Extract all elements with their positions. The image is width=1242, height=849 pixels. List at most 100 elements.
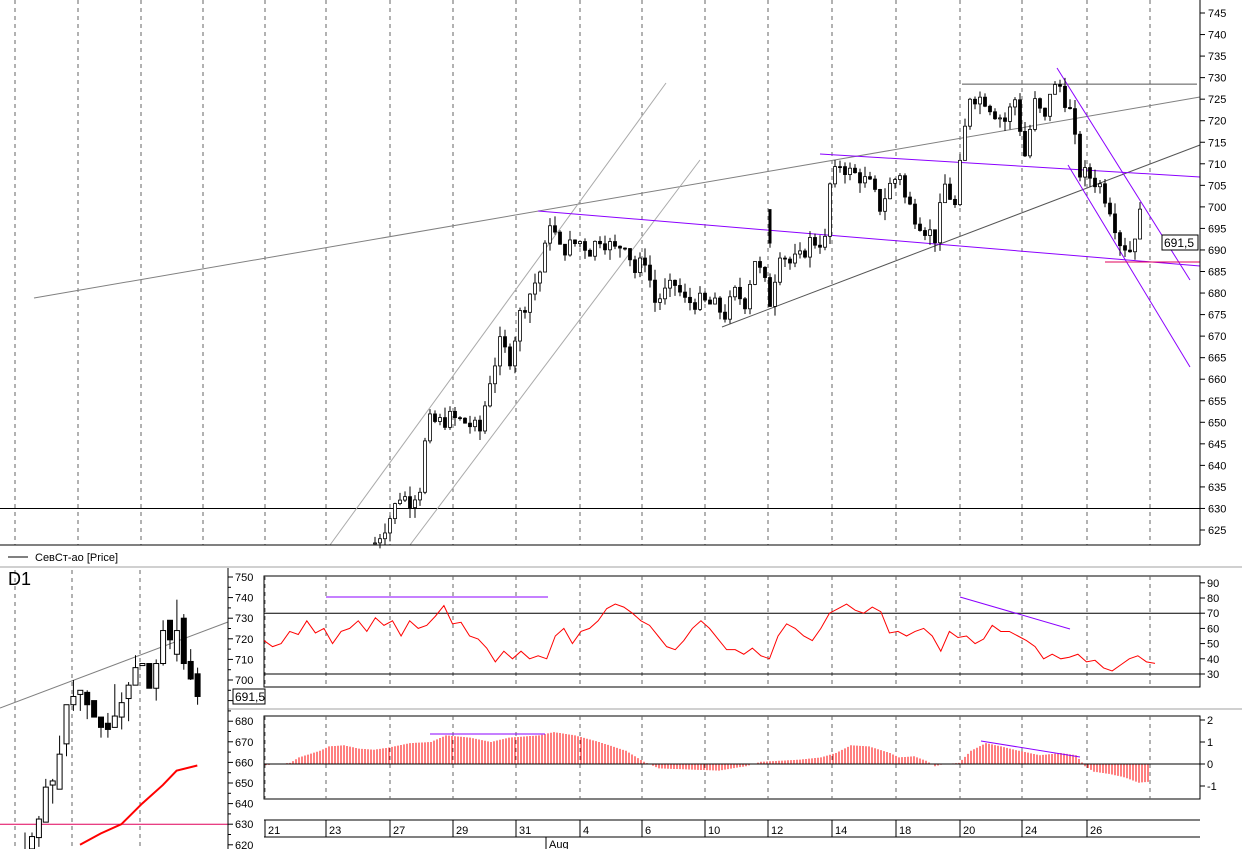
- candle: [1013, 97, 1017, 116]
- candle: [883, 188, 887, 221]
- y-tick-label: 715: [1208, 137, 1226, 149]
- candle-body: [453, 410, 457, 419]
- candle-body: [638, 257, 642, 273]
- candle-body: [408, 496, 412, 508]
- candle-body: [938, 202, 942, 244]
- candle: [568, 230, 572, 257]
- d1-candle: [98, 716, 104, 738]
- candle: [668, 273, 672, 298]
- candle-body: [773, 281, 777, 307]
- candle: [808, 231, 812, 268]
- candle: [853, 164, 857, 174]
- candle-body: [1038, 98, 1042, 109]
- candle: [763, 266, 767, 282]
- candle: [723, 304, 727, 323]
- candle-body: [473, 419, 477, 428]
- date-label: 20: [963, 825, 975, 837]
- candle: [993, 108, 997, 120]
- candle-body: [998, 117, 1002, 120]
- candle: [1098, 180, 1102, 194]
- candle: [413, 495, 417, 518]
- candle-body: [813, 237, 817, 246]
- candle-body: [943, 183, 947, 204]
- candle-body: [733, 286, 737, 298]
- candle-body: [983, 96, 987, 107]
- candle: [683, 283, 687, 303]
- candle-body: [1003, 117, 1007, 122]
- candle-body: [1048, 93, 1052, 117]
- candle: [378, 533, 382, 549]
- candle-body: [448, 410, 452, 428]
- candle-body: [388, 518, 392, 534]
- candle-body: [873, 178, 877, 190]
- candle-body: [438, 417, 442, 422]
- candle-body: [798, 250, 802, 255]
- d1-candle: [49, 778, 56, 804]
- candle: [558, 230, 562, 245]
- candle-body: [1123, 245, 1127, 251]
- candle: [498, 326, 502, 376]
- candle-body: [538, 271, 542, 284]
- d1-candle: [180, 614, 187, 670]
- candle: [1138, 202, 1142, 240]
- candle-body: [1018, 99, 1022, 132]
- candle-body: [743, 298, 747, 310]
- candle: [423, 437, 427, 495]
- candle-body: [583, 241, 587, 251]
- candle-body: [838, 166, 842, 169]
- trend-line-purple: [1067, 164, 1191, 368]
- candle-body: [973, 98, 977, 105]
- candle-body: [468, 422, 472, 428]
- candle-body: [753, 261, 757, 285]
- y-tick-label: 740: [1208, 30, 1226, 42]
- candle: [653, 269, 657, 312]
- y-tick-label: 630: [1208, 503, 1226, 515]
- candle: [888, 177, 892, 200]
- d1-candle: [167, 619, 173, 650]
- candle-body: [563, 243, 567, 256]
- candle-body: [503, 336, 507, 348]
- candle-body: [878, 189, 882, 212]
- candle: [548, 218, 552, 251]
- candle: [598, 236, 602, 249]
- candle: [1058, 79, 1062, 93]
- candle-body: [908, 196, 912, 205]
- y-tick-label: 735: [1208, 51, 1226, 63]
- candle-body: [146, 663, 153, 689]
- candle: [508, 343, 512, 370]
- candle: [743, 297, 747, 315]
- candle-body: [458, 417, 462, 420]
- candle-body: [793, 253, 797, 264]
- candle-body: [70, 695, 77, 706]
- candle: [768, 273, 772, 307]
- candle-body: [693, 302, 697, 310]
- candle-body: [678, 285, 682, 293]
- candle-body: [478, 419, 482, 432]
- candle-body: [768, 209, 772, 244]
- candle-body: [403, 496, 407, 501]
- candle: [858, 168, 862, 193]
- candle: [933, 229, 937, 252]
- candle: [488, 375, 492, 408]
- y-tick-label: 675: [1208, 310, 1226, 322]
- candle-body: [373, 542, 377, 545]
- candle: [973, 96, 977, 110]
- y-tick-label: 50: [1207, 639, 1219, 651]
- candle-body: [768, 277, 772, 307]
- candle-body: [132, 667, 139, 686]
- candle: [1038, 97, 1042, 114]
- candle: [618, 245, 622, 258]
- date-label: 21: [268, 825, 280, 837]
- d1-candle: [63, 704, 70, 757]
- candle: [438, 413, 442, 426]
- candle: [828, 182, 832, 244]
- y-tick-label: 730: [235, 613, 253, 625]
- candle: [628, 248, 632, 267]
- candle: [648, 255, 652, 288]
- candle-body: [553, 225, 557, 233]
- trend-line-gray: [0, 621, 229, 709]
- candle-body: [63, 704, 70, 745]
- trend-line-gray: [33, 96, 1201, 299]
- d1-candle: [173, 599, 180, 662]
- candle: [573, 239, 577, 247]
